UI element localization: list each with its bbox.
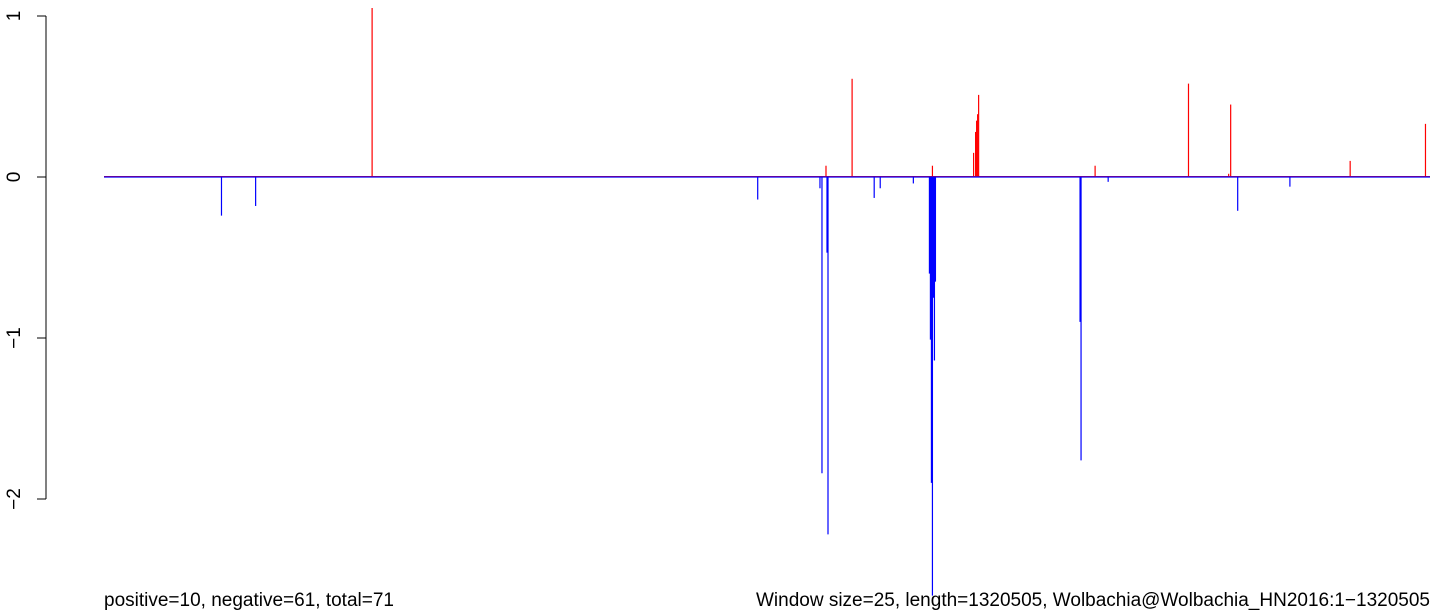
y-tick-label: −1 [4, 327, 25, 349]
y-axis: 1 0 −1 −2 [4, 11, 47, 510]
y-tick-label: 1 [4, 11, 25, 22]
footer-summary: positive=10, negative=61, total=71 [104, 590, 394, 611]
y-tick-label: −2 [4, 488, 25, 510]
y-tick-label: 0 [4, 172, 25, 183]
footer-window-info: Window size=25, length=1320505, Wolbachi… [756, 590, 1430, 611]
bars-group [220, 7, 1427, 596]
